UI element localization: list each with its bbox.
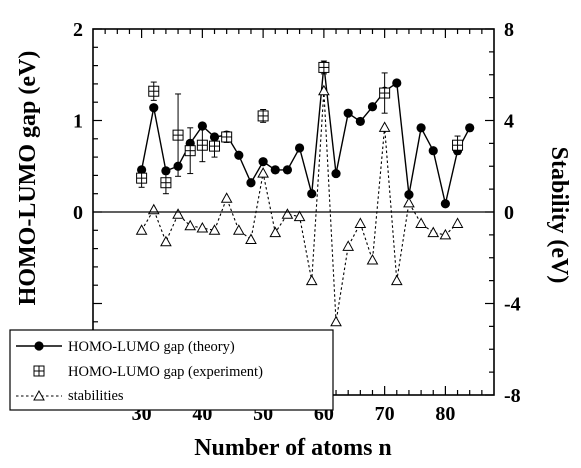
stability-point bbox=[160, 235, 172, 247]
stability-point bbox=[184, 219, 197, 231]
stability-point bbox=[172, 208, 184, 219]
stability-point bbox=[281, 208, 294, 219]
stability-point bbox=[378, 121, 391, 132]
stability-point bbox=[366, 254, 379, 265]
series-lines bbox=[140, 65, 471, 322]
theory-point bbox=[343, 108, 353, 118]
x-axis-title: Number of atoms n bbox=[194, 435, 392, 461]
x-tick-label: 80 bbox=[435, 403, 455, 425]
y-tick-label-right: 0 bbox=[504, 202, 514, 224]
theory-point bbox=[161, 166, 171, 176]
legend-label-stabilities: stabilities bbox=[68, 388, 124, 404]
theory-point bbox=[270, 165, 280, 175]
legend-label-theory: HOMO-LUMO gap (theory) bbox=[68, 339, 235, 355]
stability-point bbox=[427, 226, 440, 238]
y-tick-label-left: 1 bbox=[73, 111, 83, 133]
y-tick-label-right: -4 bbox=[504, 294, 521, 316]
stability-point bbox=[451, 217, 464, 228]
stability-point bbox=[257, 167, 269, 178]
stability-point bbox=[318, 84, 330, 96]
stability-point bbox=[196, 221, 209, 233]
stability-point bbox=[245, 233, 257, 244]
theory-point bbox=[428, 146, 438, 156]
theory-point bbox=[392, 78, 402, 88]
legend-marker-theory bbox=[34, 341, 44, 351]
stability-point bbox=[208, 224, 221, 235]
theory-point bbox=[282, 165, 293, 175]
theory-point bbox=[416, 123, 426, 133]
stability-point bbox=[135, 224, 148, 235]
stability-point bbox=[354, 217, 367, 228]
theory-point bbox=[440, 199, 450, 209]
theory-point bbox=[294, 143, 305, 153]
stability-point bbox=[342, 240, 355, 251]
y-tick-label-right: -8 bbox=[504, 385, 521, 407]
theory-point bbox=[197, 121, 207, 131]
stability-point bbox=[269, 226, 282, 238]
legend-label-experiment: HOMO-LUMO gap (experiment) bbox=[68, 364, 263, 380]
legend-box bbox=[9, 329, 334, 411]
theory-point bbox=[137, 165, 147, 175]
stability-point bbox=[305, 274, 318, 286]
theory-point bbox=[246, 178, 256, 188]
theory-point bbox=[258, 157, 268, 167]
theory-point bbox=[355, 116, 365, 127]
theory-point bbox=[404, 190, 414, 200]
stability-point bbox=[415, 217, 427, 228]
theory-point bbox=[234, 150, 244, 160]
y-tick-label-right: 4 bbox=[504, 111, 514, 133]
stability-point bbox=[220, 192, 233, 203]
theory-point bbox=[173, 161, 183, 171]
theory-line bbox=[140, 65, 471, 204]
stability-point bbox=[439, 228, 452, 240]
stability-point bbox=[232, 224, 245, 235]
legend: HOMO-LUMO gap (theory) HOMO-LUMO gap (ex… bbox=[9, 329, 334, 411]
y-tick-label-right: 8 bbox=[504, 19, 514, 41]
y-axis-title-left: HOMO-LUMO gap (eV) bbox=[15, 51, 41, 306]
stability-point bbox=[390, 274, 403, 286]
stability-point bbox=[403, 196, 415, 208]
y-tick-label-left: 0 bbox=[73, 202, 83, 224]
theory-point bbox=[149, 103, 159, 113]
stability-point bbox=[293, 210, 306, 222]
theory-point bbox=[209, 132, 220, 142]
theory-point bbox=[465, 123, 475, 133]
x-tick-label: 70 bbox=[375, 403, 395, 425]
y-tick-label-left: 2 bbox=[73, 19, 83, 41]
theory-point bbox=[307, 189, 317, 199]
legend-symbols bbox=[16, 341, 62, 401]
y-axis-title-right: Stability (eV) bbox=[546, 147, 572, 284]
theory-point bbox=[367, 102, 378, 112]
data-points bbox=[135, 61, 475, 327]
legend-marker-stabilities bbox=[33, 389, 45, 401]
stability-point bbox=[330, 315, 342, 327]
theory-point bbox=[331, 168, 341, 179]
